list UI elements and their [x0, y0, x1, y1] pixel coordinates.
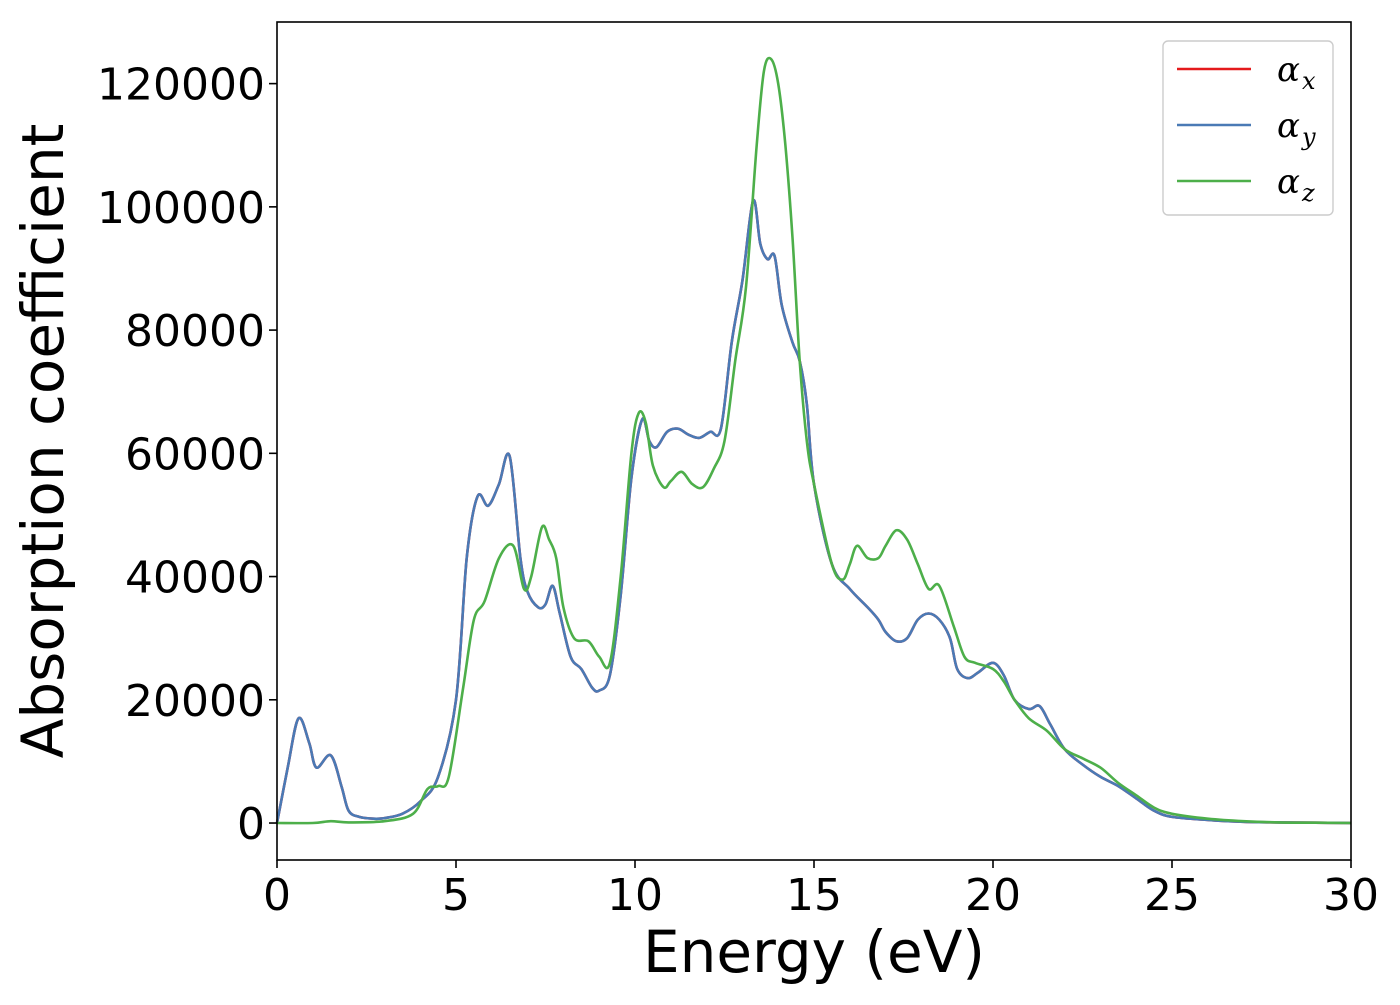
- series-lines: [275, 56, 1352, 825]
- series-line-y: [275, 199, 1352, 825]
- x-tick-label: 5: [442, 870, 470, 921]
- legend-box: [1162, 40, 1334, 216]
- y-tick-label: 40000: [125, 553, 265, 604]
- y-axis-title: Absorption coefficient: [9, 124, 77, 759]
- x-tick-label: 20: [965, 870, 1021, 921]
- x-tick-label: 15: [786, 870, 842, 921]
- y-tick-label: 60000: [125, 429, 265, 480]
- y-axis: 0 20000 40000 60000 80000 100000 120000: [97, 60, 277, 850]
- x-tick-label: 10: [607, 870, 663, 921]
- x-axis: 0 5 10 15 20 25 30: [263, 860, 1379, 921]
- x-tick-label: 25: [1144, 870, 1200, 921]
- series-line-z: [276, 56, 1352, 825]
- x-tick-label: 0: [263, 870, 291, 921]
- y-tick-label: 120000: [97, 60, 265, 111]
- y-tick-label: 80000: [125, 306, 265, 357]
- x-axis-title: Energy (eV): [643, 918, 985, 986]
- y-tick-label: 0: [237, 799, 265, 850]
- x-tick-label: 30: [1323, 870, 1379, 921]
- y-tick-label: 100000: [97, 183, 265, 234]
- series-line-x: [275, 199, 1352, 825]
- y-tick-label: 20000: [125, 676, 265, 727]
- legend-label-z: αz: [1277, 162, 1315, 207]
